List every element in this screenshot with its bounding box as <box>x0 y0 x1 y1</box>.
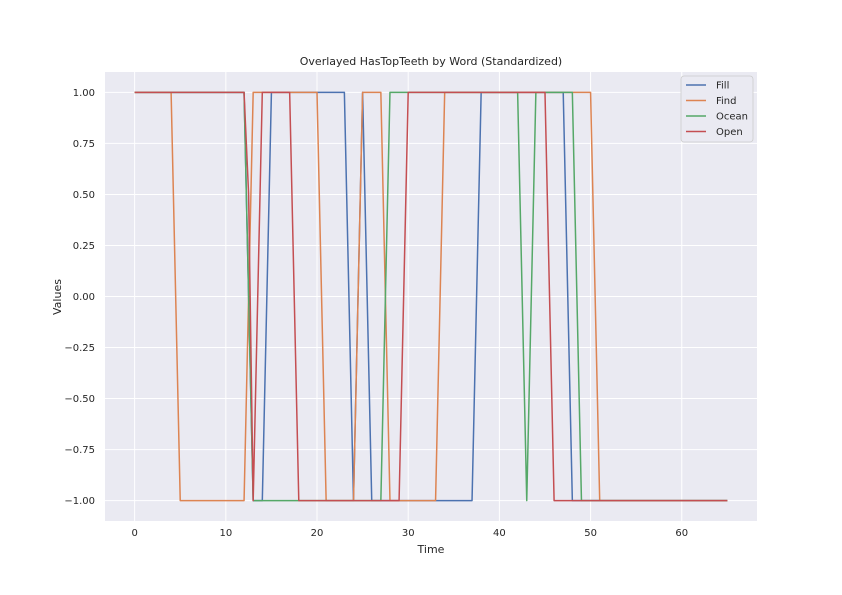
y-tick-label: −1.00 <box>64 496 95 507</box>
y-tick-label: −0.25 <box>64 343 95 354</box>
x-tick-label: 20 <box>311 528 324 539</box>
y-axis-label: Values <box>51 279 64 315</box>
y-tick-label: 1.00 <box>73 88 95 99</box>
x-tick-labels: 0 10 20 30 40 50 60 <box>131 528 688 539</box>
series-lines <box>134 91 728 502</box>
y-tick-label: 0.00 <box>73 292 95 303</box>
x-axis-label: Time <box>417 543 445 556</box>
legend: Fill Find Ocean Open <box>680 75 754 143</box>
legend-label-fill: Fill <box>716 81 729 92</box>
y-tick-label: 0.75 <box>73 139 95 150</box>
y-tick-label: 0.50 <box>73 190 95 201</box>
y-tick-labels: −1.00 −0.75 −0.50 −0.25 0.00 0.25 0.50 0.75 1.00 <box>64 88 95 507</box>
y-tick-label: −0.50 <box>64 394 95 405</box>
x-tick-label: 60 <box>675 528 688 539</box>
legend-frame <box>680 75 754 143</box>
x-tick-label: 30 <box>402 528 415 539</box>
y-tick-label: −0.75 <box>64 445 95 456</box>
legend-label-open: Open <box>716 127 743 138</box>
legend-label-find: Find <box>716 96 737 107</box>
x-tick-label: 10 <box>219 528 232 539</box>
x-tick-label: 0 <box>131 528 137 539</box>
x-tick-label: 50 <box>584 528 597 539</box>
series-line-open <box>134 91 728 502</box>
y-tick-label: 0.25 <box>73 241 95 252</box>
chart-title: Overlayed HasTopTeeth by Word (Standardi… <box>300 55 562 68</box>
x-tick-label: 40 <box>493 528 506 539</box>
legend-label-ocean: Ocean <box>716 112 748 123</box>
